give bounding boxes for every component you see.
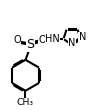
Text: O: O	[38, 35, 46, 45]
Text: HN: HN	[45, 34, 60, 44]
Text: S: S	[26, 38, 34, 51]
Text: N: N	[79, 32, 86, 42]
Text: CH₃: CH₃	[17, 98, 34, 107]
Text: O: O	[13, 35, 21, 45]
Text: N: N	[68, 38, 76, 48]
